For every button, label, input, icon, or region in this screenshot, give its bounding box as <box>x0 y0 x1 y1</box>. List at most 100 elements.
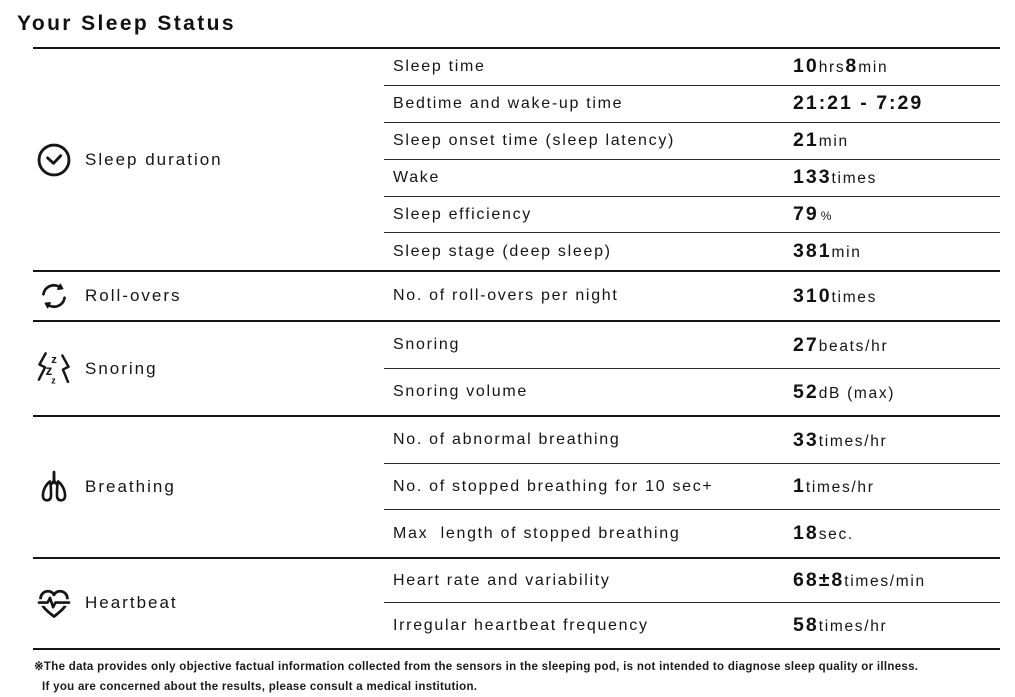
metric-value: 21:21 - 7:29 <box>793 92 1000 115</box>
table-row: Irregular heartbeat frequency 58 times/hr <box>384 603 1000 648</box>
metric-label: No. of abnormal breathing <box>393 431 621 449</box>
metric-value: 58 times/hr <box>793 614 1000 637</box>
metric-value: 381 min <box>793 240 1000 263</box>
footnote: ※The data provides only objective factua… <box>34 657 1015 697</box>
category-label: Snoring <box>85 358 158 378</box>
table-row: Wake 133 times <box>384 160 1000 197</box>
metric-label: No. of roll-overs per night <box>393 287 619 305</box>
table-row: Sleep time 10 hrs 8 min <box>384 49 1000 86</box>
metric-label: Bedtime and wake-up time <box>393 94 624 112</box>
value-unit: sec. <box>818 526 854 544</box>
category-cell: Heartbeat <box>33 559 384 648</box>
metric-label: Sleep efficiency <box>393 205 532 223</box>
value-unit: times <box>831 170 878 188</box>
metric-label: Heart rate and variability <box>393 571 611 589</box>
metric-label: Sleep onset time (sleep latency) <box>393 131 676 149</box>
table-row: No. of abnormal breathing 33 times/hr <box>384 417 1000 464</box>
table-row: Sleep onset time (sleep latency) 21 min <box>384 123 1000 160</box>
value-unit: min <box>818 133 849 151</box>
table-row: Bedtime and wake-up time 21:21 - 7:29 <box>384 86 1000 123</box>
footnote-line-2: If you are concerned about the results, … <box>42 680 478 693</box>
metric-rows: Sleep time 10 hrs 8 min Bedtime and wake-up t… <box>384 49 1000 270</box>
metric-value: 79% <box>793 203 1000 226</box>
value-unit: % <box>820 209 833 223</box>
value-number: 10 <box>793 55 819 78</box>
value-number: 381 <box>793 240 832 263</box>
value-number: 1 <box>793 475 806 498</box>
table-row: Heart rate and variability 68±8 times/min <box>384 559 1000 604</box>
table-row: Sleep efficiency 79% <box>384 197 1000 234</box>
value-unit: times/hr <box>818 432 888 450</box>
metric-label: Sleep time <box>393 57 486 75</box>
value-unit: min <box>858 59 889 77</box>
category-cell: z z z Snoring <box>33 322 384 415</box>
metric-value: 21 min <box>793 129 1000 152</box>
table-row: No. of roll-overs per night 310 times <box>384 272 1000 320</box>
lungs-icon <box>33 466 75 508</box>
category-label: Roll-overs <box>85 286 182 306</box>
metric-value: 68±8 times/min <box>793 569 1000 592</box>
value-number: 52 <box>793 380 819 403</box>
roll-over-icon <box>33 275 75 317</box>
metric-value: 33 times/hr <box>793 429 1000 452</box>
metric-value: 1 times/hr <box>793 475 1000 498</box>
metric-rows: No. of roll-overs per night 310 times <box>384 272 1000 320</box>
table-row: No. of stopped breathing for 10 sec+ 1 tim… <box>384 464 1000 511</box>
metric-value: 18 sec. <box>793 522 1000 545</box>
category-label: Heartbeat <box>85 593 178 613</box>
metric-value: 10 hrs 8 min <box>793 55 1000 78</box>
value-number: 33 <box>793 428 819 451</box>
category-label: Sleep duration <box>85 149 223 169</box>
category-cell: Sleep duration <box>33 49 384 270</box>
svg-text:z: z <box>46 363 53 378</box>
metric-value: 27 beats/hr <box>793 334 1000 357</box>
value-unit: times/min <box>844 573 926 591</box>
value-number: 79 <box>793 203 819 225</box>
metric-label: Max length of stopped breathing <box>393 524 681 542</box>
value-number: 133 <box>793 166 832 189</box>
footnote-line-1: ※The data provides only objective factua… <box>34 660 919 673</box>
value-number: 68±8 <box>793 569 845 592</box>
category-cell: Roll-overs <box>33 272 384 320</box>
category-group: Heartbeat Heart rate and variability 68±8 t… <box>33 559 1000 650</box>
metric-value: 310 times <box>793 285 1000 308</box>
value-number: 21 <box>793 129 819 152</box>
metric-rows: Heart rate and variability 68±8 times/min I… <box>384 559 1000 648</box>
table-row: Snoring 27 beats/hr <box>384 322 1000 369</box>
metric-label: Sleep stage (deep sleep) <box>393 242 612 260</box>
value-number: 310 <box>793 284 832 307</box>
table-row: Snoring volume 52 dB (max) <box>384 369 1000 416</box>
value-unit: beats/hr <box>818 337 889 355</box>
category-label: Breathing <box>85 477 176 497</box>
category-group: z z z Snoring Snoring 27 beats/hr Snoring volum… <box>33 322 1000 418</box>
category-group: Roll-overs No. of roll-overs per night 310… <box>33 272 1000 323</box>
category-group: Breathing No. of abnormal breathing 33 time… <box>33 417 1000 559</box>
metric-label: No. of stopped breathing for 10 sec+ <box>393 477 714 495</box>
value-number: 21:21 - 7:29 <box>793 92 924 115</box>
value-unit: times <box>831 288 878 306</box>
metric-value: 133 times <box>793 166 1000 189</box>
metric-rows: Snoring 27 beats/hr Snoring volume 52 dB (max… <box>384 322 1000 415</box>
metric-label: Wake <box>393 168 441 186</box>
value-number: 8 <box>845 55 859 78</box>
value-unit: min <box>831 244 862 262</box>
metric-label: Irregular heartbeat frequency <box>393 616 649 634</box>
value-unit: times/hr <box>818 618 888 636</box>
value-number: 18 <box>793 522 819 545</box>
value-number: 27 <box>793 333 819 356</box>
metric-rows: No. of abnormal breathing 33 times/hr No. o… <box>384 417 1000 557</box>
metric-label: Snoring volume <box>393 383 528 401</box>
value-number: 58 <box>793 614 819 637</box>
svg-text:z: z <box>51 354 57 366</box>
page-title: Your Sleep Status <box>17 12 236 35</box>
svg-text:z: z <box>51 375 56 385</box>
metric-value: 52 dB (max) <box>793 381 1000 404</box>
sleep-table: Sleep duration Sleep time 10 hrs 8 min Bedtime… <box>33 47 1000 650</box>
category-group: Sleep duration Sleep time 10 hrs 8 min Bedtime… <box>33 49 1000 273</box>
clock-icon <box>33 139 75 181</box>
metric-label: Snoring <box>393 336 461 354</box>
value-unit: hrs <box>818 59 846 77</box>
category-cell: Breathing <box>33 417 384 557</box>
